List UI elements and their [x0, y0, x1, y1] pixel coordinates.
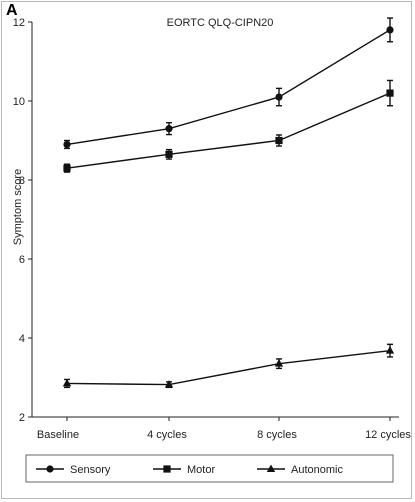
data-point [386, 89, 394, 97]
legend-label: Sensory [70, 464, 111, 476]
data-point [385, 346, 395, 354]
x-tick-label: 4 cycles [147, 429, 187, 441]
axes: 2 4 6 8 10 12 Baseline 4 cycles 8 cycles 12 cycle… [13, 17, 412, 441]
x-tick-label: 12 cycles [365, 429, 411, 441]
data-point [63, 140, 71, 149]
y-tick-label: 4 [19, 333, 25, 345]
series-line [66, 349, 391, 386]
y-axis-label: Symptom score [12, 169, 24, 245]
y-tick-label: 2 [19, 412, 25, 424]
y-tick-label: 6 [19, 254, 25, 266]
legend-box [25, 454, 394, 483]
data-point [165, 150, 173, 158]
data-point [386, 26, 394, 34]
panel-label: A [6, 2, 18, 19]
x-tick-label: 8 cycles [257, 429, 297, 441]
legend-label: Motor [187, 464, 215, 476]
data-point [165, 125, 173, 133]
y-tick-label: 10 [13, 96, 25, 108]
y-tick-label: 8 [19, 175, 25, 187]
data-point [274, 359, 284, 367]
series-group [62, 17, 395, 389]
legend: Sensory Motor Autonomic [25, 454, 394, 483]
x-tick-label: Baseline [37, 429, 79, 441]
series-autonomic [62, 343, 395, 389]
data-point [62, 378, 72, 387]
data-point [275, 136, 283, 145]
chart-title: EORTC QLQ-CIPN20 [167, 17, 274, 29]
series-motor [63, 79, 394, 173]
series-sensory [63, 17, 394, 150]
y-tick-label: 12 [13, 17, 25, 29]
data-point [164, 380, 174, 388]
series-line [66, 29, 391, 146]
series-line [66, 92, 391, 169]
legend-label: Autonomic [291, 464, 343, 476]
legend-marker-circle [46, 465, 54, 473]
legend-marker-square [163, 465, 171, 473]
legend-marker-triangle [266, 464, 276, 472]
data-point [63, 164, 71, 172]
data-point [275, 93, 283, 101]
